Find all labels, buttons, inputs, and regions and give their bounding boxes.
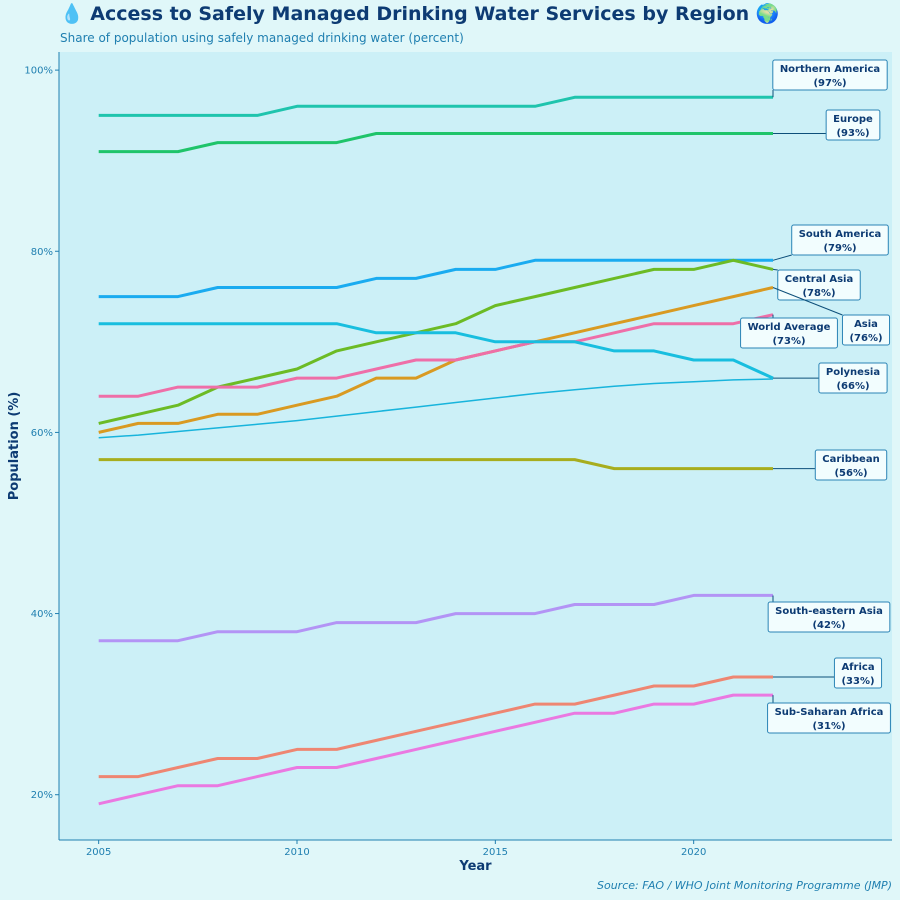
y-tick-label: 40% bbox=[31, 609, 53, 620]
x-tick-label: 2015 bbox=[483, 847, 508, 858]
trend-line bbox=[98, 378, 774, 439]
series-value-label: (93%) bbox=[836, 128, 869, 139]
series-value-label: (79%) bbox=[823, 243, 856, 254]
series-name-label: Europe bbox=[833, 114, 873, 125]
series-name-label: Polynesia bbox=[826, 367, 880, 378]
series-value-label: (76%) bbox=[849, 333, 882, 344]
x-tick-label: 2010 bbox=[284, 847, 309, 858]
series-line-africa bbox=[98, 675, 773, 779]
trend-layer bbox=[98, 378, 774, 439]
label-leader-central-asia bbox=[772, 268, 778, 271]
axes: 2005 2010 2015 2020 20% 40% 60% 80% 100% Year Popu… bbox=[7, 52, 892, 874]
series-name-label: Africa bbox=[841, 662, 874, 673]
y-axis-title: Population (%) bbox=[7, 392, 22, 501]
series-lines bbox=[98, 95, 774, 806]
label-box-polynesia bbox=[818, 362, 888, 394]
series-name-label: South America bbox=[799, 229, 882, 240]
series-line-south-eastern-asia bbox=[98, 593, 773, 643]
x-axis-title: Year bbox=[458, 859, 492, 874]
series-value-label: (66%) bbox=[836, 381, 869, 392]
x-tick-label: 2005 bbox=[86, 847, 111, 858]
series-line-sub-saharan-africa bbox=[98, 693, 773, 806]
series-name-label: World Average bbox=[748, 322, 831, 333]
chart-subtitle: Share of population using safely managed… bbox=[60, 31, 464, 45]
y-tick-label: 100% bbox=[24, 66, 53, 77]
x-tick-label: 2020 bbox=[681, 847, 706, 858]
series-value-label: (78%) bbox=[802, 288, 835, 299]
label-box-central-asia bbox=[777, 269, 861, 301]
label-box-world-average bbox=[740, 317, 838, 349]
series-value-label: (97%) bbox=[813, 78, 846, 89]
series-name-label: Sub-Saharan Africa bbox=[775, 707, 884, 718]
series-name-label: South-eastern Asia bbox=[775, 606, 883, 617]
label-box-caribbean bbox=[814, 449, 888, 481]
label-box-northern-america bbox=[772, 59, 888, 91]
series-line-asia bbox=[98, 286, 774, 434]
series-line-world-average bbox=[98, 313, 774, 398]
series-value-label: (31%) bbox=[812, 721, 845, 732]
y-tick-label: 80% bbox=[31, 247, 53, 258]
series-line-polynesia bbox=[98, 322, 774, 380]
series-name-label: Asia bbox=[854, 319, 878, 330]
series-value-label: (33%) bbox=[841, 676, 874, 687]
series-line-central-asia bbox=[98, 258, 774, 425]
plot-area bbox=[59, 52, 892, 840]
label-box-africa bbox=[833, 657, 883, 689]
series-line-south-america bbox=[98, 258, 773, 299]
source-note: Source: FAO / WHO Joint Monitoring Progr… bbox=[596, 879, 892, 892]
series-name-label: Caribbean bbox=[822, 454, 879, 465]
label-leader-asia bbox=[772, 287, 843, 316]
chart-title: 💧 Access to Safely Managed Drinking Wate… bbox=[60, 3, 780, 25]
series-line-northern-america bbox=[98, 95, 773, 117]
series-value-label: (73%) bbox=[772, 336, 805, 347]
y-tick-label: 20% bbox=[31, 790, 53, 801]
series-name-label: Central Asia bbox=[785, 274, 853, 285]
series-line-europe bbox=[98, 132, 773, 154]
label-box-asia bbox=[841, 314, 891, 346]
label-box-south-eastern-asia bbox=[767, 601, 891, 633]
label-box-europe bbox=[825, 109, 881, 141]
series-value-label: (42%) bbox=[812, 620, 845, 631]
label-box-sub-saharan-africa bbox=[767, 702, 891, 734]
series-line-caribbean bbox=[98, 458, 773, 471]
series-name-label: Northern America bbox=[780, 64, 880, 75]
series-value-label: (56%) bbox=[834, 468, 867, 479]
series-labels: Northern America (97%) Europe (93%) South Am… bbox=[740, 59, 891, 734]
label-leader-south-america bbox=[772, 254, 792, 261]
label-box-south-america bbox=[791, 224, 889, 256]
y-tick-label: 60% bbox=[31, 428, 53, 439]
